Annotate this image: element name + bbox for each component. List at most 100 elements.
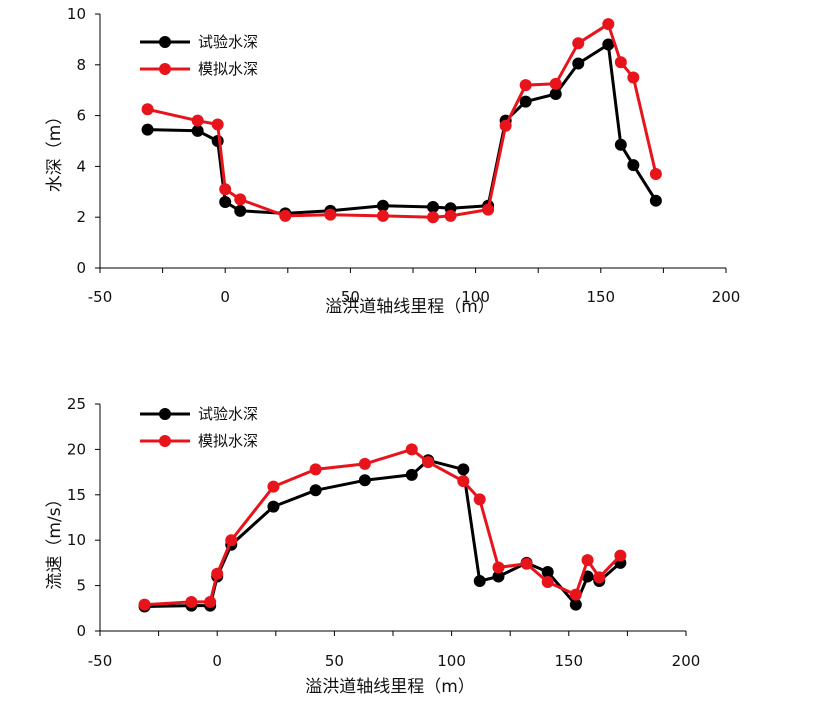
data-point	[541, 565, 554, 578]
series-simulation	[138, 443, 627, 611]
data-point	[572, 37, 585, 50]
x-tick-label: 150	[586, 288, 615, 306]
data-point	[627, 159, 640, 172]
data-point	[376, 199, 389, 212]
data-point	[519, 95, 532, 108]
data-point	[191, 124, 204, 137]
y-axis-title: 水深（m）	[45, 108, 65, 193]
data-point	[602, 38, 615, 51]
legend-label: 模拟水深	[198, 60, 258, 78]
data-point	[492, 561, 505, 574]
data-point	[549, 77, 562, 90]
y-tick-label: 5	[76, 577, 86, 595]
data-point	[627, 71, 640, 84]
data-point	[541, 575, 554, 588]
data-point	[549, 88, 562, 101]
data-point	[499, 119, 512, 132]
data-point	[234, 193, 247, 206]
data-point	[219, 183, 232, 196]
x-tick-label: 200	[712, 288, 741, 306]
data-point	[614, 56, 627, 69]
data-point	[405, 468, 418, 481]
data-point	[225, 534, 238, 547]
data-point	[267, 500, 280, 513]
y-tick-label: 0	[76, 622, 86, 640]
data-point	[358, 474, 371, 487]
x-tick-label: -50	[88, 652, 113, 670]
legend-entry: 试验水深	[140, 33, 258, 51]
data-point	[614, 138, 627, 151]
data-point	[581, 554, 594, 567]
data-point	[191, 114, 204, 127]
data-point	[405, 443, 418, 456]
data-point	[492, 570, 505, 583]
data-point	[211, 118, 224, 131]
legend-entry: 试验水深	[140, 405, 258, 423]
legend-label: 模拟水深	[198, 432, 258, 450]
data-point	[444, 209, 457, 222]
legend-swatch-marker	[159, 408, 171, 420]
data-point	[473, 493, 486, 506]
x-tick-label: 0	[212, 652, 222, 670]
data-point	[519, 79, 532, 92]
data-point	[279, 209, 292, 222]
y-tick-label: 2	[76, 208, 86, 226]
series-experiment	[138, 454, 627, 613]
x-tick-label: -50	[88, 288, 113, 306]
data-point	[204, 595, 217, 608]
legend-entry: 模拟水深	[140, 60, 258, 78]
data-point	[569, 598, 582, 611]
data-point	[569, 588, 582, 601]
data-point	[602, 18, 615, 31]
data-point	[211, 567, 224, 580]
legend-entry: 模拟水深	[140, 432, 258, 450]
legend-label: 试验水深	[198, 33, 258, 51]
data-point	[427, 201, 440, 214]
x-axis-title: 溢洪道轴线里程（m）	[325, 297, 495, 317]
data-point	[185, 595, 198, 608]
data-point	[457, 475, 470, 488]
legend-swatch-marker	[159, 36, 171, 48]
data-point	[234, 204, 247, 217]
x-tick-label: 150	[554, 652, 583, 670]
x-tick-label: 100	[437, 652, 466, 670]
data-point	[138, 598, 151, 611]
data-point	[309, 484, 322, 497]
data-point	[572, 57, 585, 70]
data-point	[141, 123, 154, 136]
data-point	[473, 575, 486, 588]
data-point	[649, 194, 662, 207]
x-tick-label: 50	[341, 288, 360, 306]
data-point	[219, 195, 232, 208]
data-point	[614, 549, 627, 562]
x-tick-label: 0	[220, 288, 230, 306]
data-point	[422, 456, 435, 469]
data-point	[324, 208, 337, 221]
y-axis-title: 流速（m/s）	[45, 490, 65, 589]
x-tick-label: 50	[325, 652, 344, 670]
data-point	[309, 463, 322, 476]
data-point	[376, 209, 389, 222]
y-tick-label: 0	[76, 259, 86, 277]
y-tick-label: 6	[76, 107, 86, 125]
y-tick-label: 10	[67, 5, 86, 23]
data-point	[427, 211, 440, 224]
data-point	[520, 557, 533, 570]
y-tick-label: 4	[76, 157, 86, 175]
data-point	[482, 203, 495, 216]
data-point	[358, 457, 371, 470]
y-tick-label: 10	[67, 531, 86, 549]
y-tick-label: 25	[67, 395, 86, 413]
series-simulation	[141, 18, 662, 224]
x-tick-label: 200	[672, 652, 701, 670]
legend-swatch-marker	[159, 435, 171, 447]
data-point	[457, 463, 470, 476]
data-point	[267, 480, 280, 493]
y-tick-label: 20	[67, 440, 86, 458]
series-experiment	[141, 38, 662, 220]
data-point	[649, 168, 662, 181]
y-tick-label: 8	[76, 56, 86, 74]
